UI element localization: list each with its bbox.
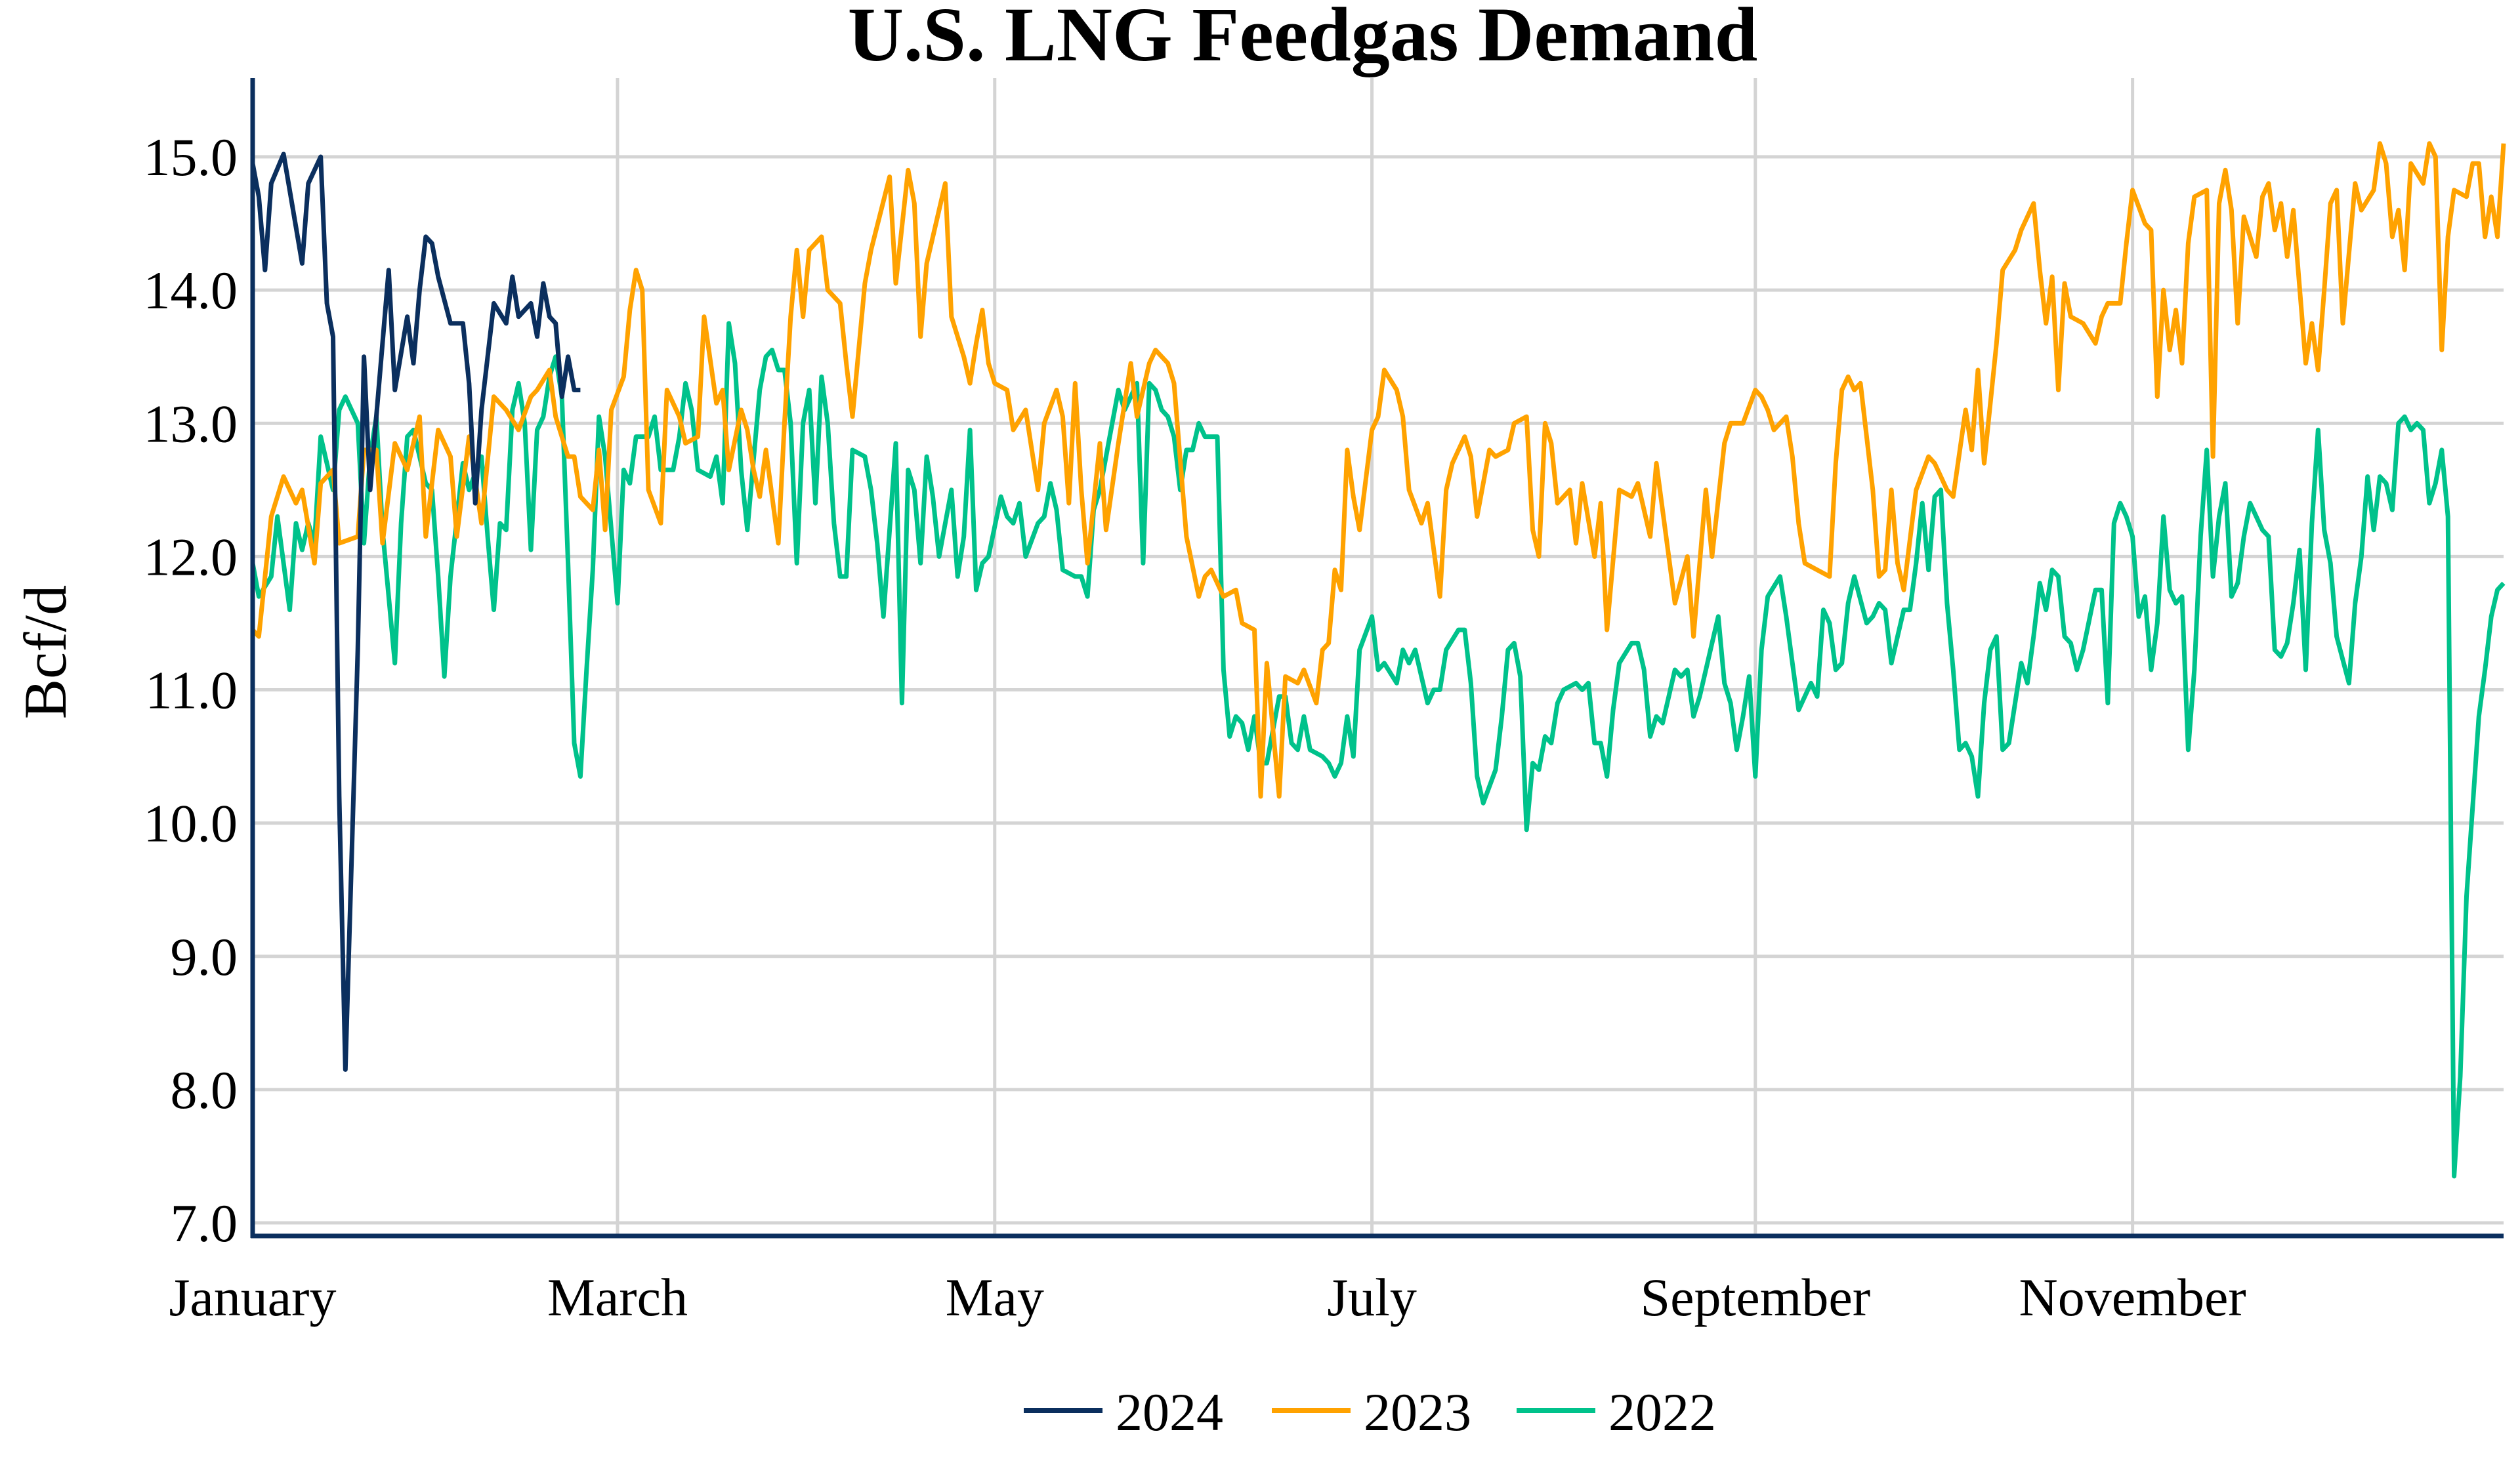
series-lines bbox=[250, 141, 2506, 1179]
y-tick-label: 14.0 bbox=[144, 260, 238, 320]
y-tick-label: 10.0 bbox=[144, 794, 238, 853]
series-line-2022 bbox=[250, 321, 2506, 1179]
x-tick-label: March bbox=[547, 1267, 688, 1327]
y-tick-label: 11.0 bbox=[146, 661, 238, 720]
x-tick-label: September bbox=[1640, 1267, 1870, 1327]
y-tick-label: 13.0 bbox=[144, 394, 238, 453]
y-tick-label: 12.0 bbox=[144, 527, 238, 586]
x-tick-label: January bbox=[169, 1267, 336, 1327]
legend-item-2024: 2024 bbox=[1024, 1382, 1223, 1442]
legend-label: 2023 bbox=[1364, 1382, 1471, 1442]
chart-title: U.S. LNG Feedgas Demand bbox=[848, 0, 1758, 77]
legend-label: 2024 bbox=[1116, 1382, 1223, 1442]
x-tick-labels: January March May July September November bbox=[169, 1267, 2246, 1327]
legend-label: 2022 bbox=[1608, 1382, 1716, 1442]
x-tick-label: May bbox=[946, 1267, 1044, 1327]
series-line-2024 bbox=[250, 152, 581, 1072]
gridlines bbox=[253, 78, 2504, 1236]
y-tick-label: 9.0 bbox=[171, 927, 238, 987]
legend-item-2023: 2023 bbox=[1272, 1382, 1471, 1442]
legend-item-2022: 2022 bbox=[1517, 1382, 1716, 1442]
axes bbox=[250, 78, 2504, 1239]
legend: 2024 2023 2022 bbox=[1024, 1382, 1716, 1442]
series-line-2023 bbox=[251, 141, 2506, 799]
y-tick-label: 15.0 bbox=[144, 127, 238, 187]
x-tick-label: July bbox=[1327, 1267, 1417, 1327]
y-tick-label: 7.0 bbox=[171, 1193, 238, 1253]
x-tick-label: November bbox=[2019, 1267, 2246, 1327]
y-axis-label: Bcf/d bbox=[12, 585, 79, 719]
y-tick-labels: 7.0 8.0 9.0 10.0 11.0 12.0 13.0 14.0 15.0 bbox=[144, 127, 238, 1253]
y-tick-label: 8.0 bbox=[171, 1060, 238, 1120]
